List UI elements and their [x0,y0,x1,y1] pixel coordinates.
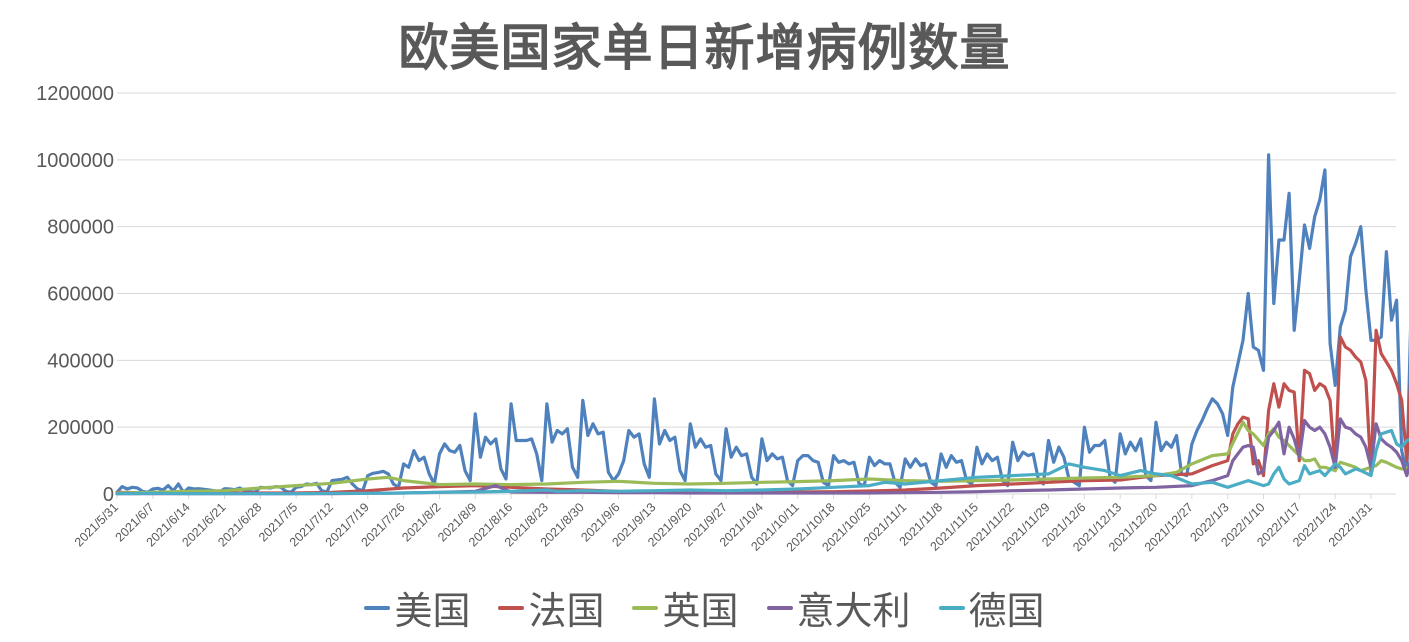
legend-item: 美国 [364,580,470,635]
legend: 美国 法国 英国 意大利 德国 [0,580,1409,635]
legend-item: 德国 [938,580,1045,635]
legend-label: 英国 [662,589,739,633]
chart-title: 欧美国家单日新增病例数量 [398,18,1011,77]
series-lines [115,153,1409,496]
series-line-4 [115,428,1409,496]
y-tick-label: 1000000 [36,150,114,172]
legend-label: 德国 [968,589,1045,633]
y-axis-labels: 0 200000 400000 600000 800000 1000000 1200000 [36,83,114,506]
legend-item: 英国 [632,580,739,635]
legend-line-icon [364,605,391,610]
series-line-0 [115,153,1409,494]
y-tick-label: 200000 [47,417,114,439]
y-tick-label: 800000 [47,217,114,239]
legend-label: 法国 [528,589,605,633]
legend-label: 美国 [394,589,471,633]
legend-line-icon [632,605,659,610]
legend-item: 法国 [498,580,604,635]
legend-line-icon [938,605,965,610]
y-tick-label: 600000 [47,284,114,306]
x-axis: 2021/5/312021/6/72021/6/142021/6/212021/… [72,493,1396,554]
x-tick-label: 2021/5/31 [72,500,121,549]
gridlines [117,92,1396,428]
series-line-1 [115,328,1409,495]
y-tick-label: 1200000 [36,83,114,105]
legend-label: 意大利 [796,589,911,633]
legend-item: 意大利 [766,580,911,635]
y-tick-label: 0 [103,484,114,506]
legend-line-icon [498,605,525,610]
legend-line-icon [766,605,793,610]
y-tick-label: 400000 [47,350,114,372]
